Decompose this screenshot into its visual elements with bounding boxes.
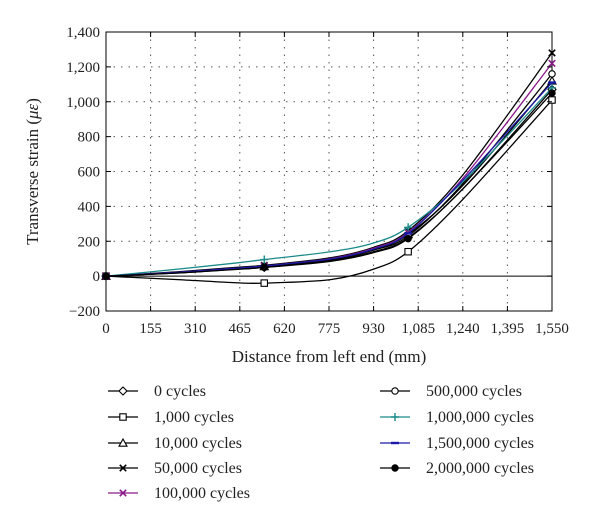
series-marker bbox=[118, 386, 128, 396]
legend-item: 50,000 cycles bbox=[108, 460, 242, 477]
series-marker bbox=[404, 247, 412, 256]
legend-label: 50,000 cycles bbox=[154, 460, 242, 477]
series-line bbox=[105, 87, 553, 277]
series-lines bbox=[101, 49, 557, 287]
legend-label: 1,000,000 cycles bbox=[426, 409, 534, 426]
series-line bbox=[105, 92, 553, 277]
series-marker bbox=[391, 464, 399, 472]
legend-label: 100,000 cycles bbox=[154, 485, 250, 502]
series-50-000-cycles bbox=[102, 49, 556, 280]
legend-label: 0 cycles bbox=[154, 383, 206, 400]
x-tick-label: 620 bbox=[273, 321, 296, 337]
series-line bbox=[105, 62, 553, 277]
legend-item: 10,000 cycles bbox=[108, 435, 242, 452]
series-marker bbox=[260, 279, 269, 287]
x-tick-label: 310 bbox=[184, 321, 207, 337]
x-tick-label: 1,395 bbox=[491, 321, 525, 337]
x-tick-label: 0 bbox=[102, 321, 110, 337]
series-marker bbox=[548, 96, 556, 104]
y-tick-label: 1,200 bbox=[66, 60, 100, 76]
legend-item: 1,500,000 cycles bbox=[380, 435, 534, 452]
series-marker bbox=[260, 263, 268, 272]
series-marker bbox=[119, 464, 127, 472]
x-tick-label: 1,550 bbox=[535, 321, 569, 337]
legend-label: 2,000,000 cycles bbox=[426, 460, 534, 477]
series-marker bbox=[404, 223, 413, 232]
legend: 0 cycles 1,000 cycles 10,000 cycles 50,000 … bbox=[108, 383, 534, 502]
x-tick-label: 1,240 bbox=[446, 321, 480, 337]
y-tick-label: 600 bbox=[78, 165, 101, 181]
legend-item: 2,000,000 cycles bbox=[380, 460, 534, 477]
y-tick-label: 800 bbox=[78, 130, 101, 146]
series-marker bbox=[548, 89, 556, 97]
y-tick-label: 1,400 bbox=[66, 25, 100, 41]
y-axis-label: Transverse strain (με) bbox=[23, 98, 42, 245]
legend-item: 1,000 cycles bbox=[108, 409, 234, 426]
series-marker bbox=[548, 49, 556, 57]
series-line bbox=[105, 99, 553, 285]
legend-item: 1,000,000 cycles bbox=[380, 409, 534, 426]
legend-item: 500,000 cycles bbox=[380, 383, 522, 400]
x-tick-label: 155 bbox=[139, 321, 162, 337]
y-tick-label: −200 bbox=[69, 304, 100, 320]
series-1-500-000-cycles bbox=[102, 81, 556, 278]
y-tick-label: 0 bbox=[93, 269, 101, 285]
x-tick-label: 1,085 bbox=[401, 321, 435, 337]
legend-label: 1,000 cycles bbox=[154, 409, 234, 426]
legend-item: 100,000 cycles bbox=[108, 485, 250, 502]
legend-item: 0 cycles bbox=[108, 383, 206, 400]
x-axis-ticks: 0 155 310 465 620 775 930 1,085 1,240 1,395 1,550 bbox=[102, 32, 569, 337]
series-marker bbox=[391, 413, 399, 421]
x-tick-label: 930 bbox=[362, 321, 385, 337]
x-tick-label: 775 bbox=[318, 321, 341, 337]
series-line bbox=[105, 80, 553, 277]
x-axis-label: Distance from left end (mm) bbox=[232, 347, 427, 366]
legend-label: 500,000 cycles bbox=[426, 383, 522, 400]
series-marker bbox=[118, 437, 128, 447]
series-line bbox=[105, 52, 553, 277]
series-2-000-000-cycles bbox=[102, 89, 556, 280]
series-marker bbox=[548, 59, 556, 68]
legend-label: 10,000 cycles bbox=[154, 435, 242, 452]
series-marker bbox=[391, 387, 399, 395]
y-tick-label: 200 bbox=[78, 234, 101, 250]
y-tick-label: 400 bbox=[78, 199, 101, 215]
series-line bbox=[105, 82, 553, 277]
y-tick-label: 1,000 bbox=[66, 95, 100, 111]
series-marker bbox=[260, 255, 269, 264]
series-marker bbox=[119, 489, 127, 497]
x-tick-label: 465 bbox=[229, 321, 252, 337]
series-marker bbox=[548, 70, 556, 78]
series-marker bbox=[119, 413, 127, 421]
legend-label: 1,500,000 cycles bbox=[426, 435, 534, 452]
y-axis-ticks: −200 0 200 400 600 800 1,000 1,200 1,400 bbox=[66, 25, 552, 320]
series-marker bbox=[404, 234, 412, 243]
